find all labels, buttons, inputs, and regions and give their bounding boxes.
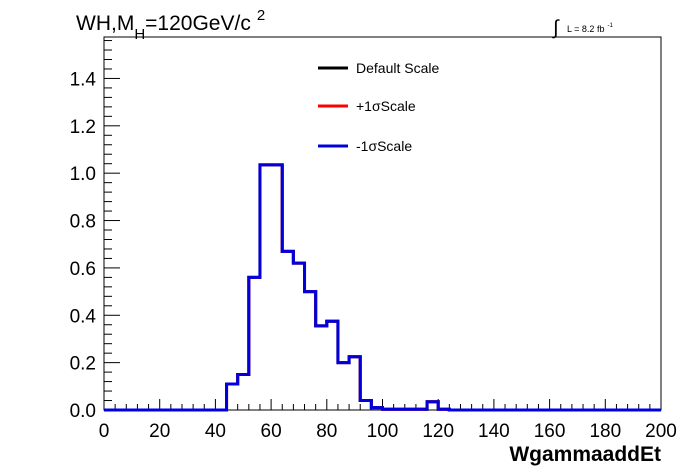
x-tick-label: 160: [534, 421, 566, 442]
x-tick-label: 140: [478, 421, 510, 442]
y-tick-label: 0.2: [70, 354, 96, 375]
x-tick-label: 40: [205, 421, 226, 442]
series-layer: [104, 163, 661, 412]
lumi-integral-symbol: ∫: [552, 17, 560, 39]
x-tick-label: 0: [99, 421, 110, 442]
x-tick-label: 100: [367, 421, 399, 442]
y-tick-label: 1.0: [70, 164, 96, 185]
chart-title: WH,MH=120GeV/c 2: [76, 7, 265, 43]
legend-label-plus1sigma: +1σScale: [356, 98, 416, 114]
x-tick-label: 180: [589, 421, 621, 442]
legend: Default Scale +1σScale -1σScale: [318, 60, 439, 154]
x-tick-label: 120: [422, 421, 454, 442]
series-line-0: [104, 163, 661, 412]
y-tick-label: 1.2: [70, 117, 96, 138]
y-tick-label: 0.6: [70, 259, 96, 280]
axes: 0 20 40 60 80 100 120 140 160 180 200 0.0 0.2 0.4 0.6 0…: [70, 40, 677, 442]
x-tick-label: 200: [645, 421, 677, 442]
x-tick-label: 60: [261, 421, 282, 442]
series-line-1: [104, 163, 661, 412]
legend-label-minus1sigma: -1σScale: [356, 138, 412, 154]
lumi-label: L = 8.2 fb -1: [567, 23, 613, 34]
y-tick-label: 0.4: [70, 306, 97, 327]
y-tick-label: 1.4: [70, 69, 97, 90]
x-tick-label: 20: [149, 421, 170, 442]
y-tick-label: 0.0: [70, 401, 96, 422]
x-tick-label: 80: [316, 421, 337, 442]
x-axis-title: WgammaaddEt: [509, 443, 661, 466]
y-tick-label: 0.8: [70, 212, 96, 233]
series-line-2: [104, 163, 661, 412]
plot-frame: [103, 36, 662, 411]
legend-label-default: Default Scale: [356, 60, 439, 76]
